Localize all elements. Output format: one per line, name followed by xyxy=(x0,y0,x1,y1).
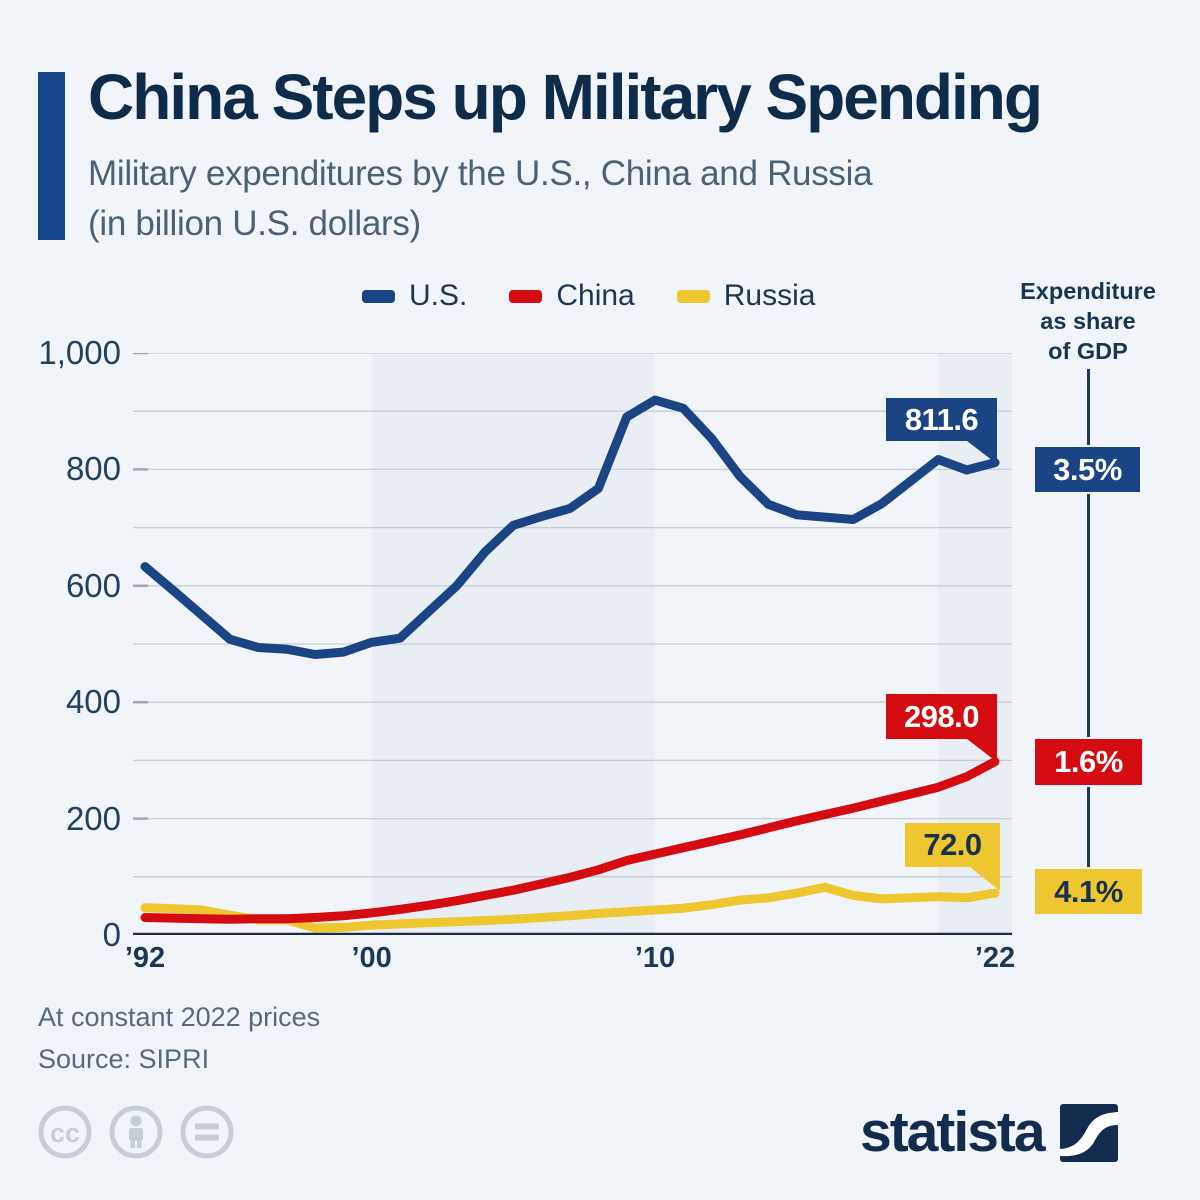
russia-legend-swatch xyxy=(676,289,710,303)
russia-value-badge: 72.0 xyxy=(905,823,1000,891)
legend: U.S. China Russia xyxy=(362,279,815,313)
china-legend-swatch xyxy=(509,289,543,303)
y-axis-label-800: 800 xyxy=(65,450,121,488)
y-axis-label-600: 600 xyxy=(65,566,121,604)
legend-item-china: China xyxy=(509,279,635,313)
china-line xyxy=(140,757,1000,924)
source-note: Source: SIPRI xyxy=(38,1044,210,1074)
cc-license-icons: cc xyxy=(38,1105,234,1159)
china-gdp-share-label: 1.6% xyxy=(1054,744,1123,779)
y-axis-label-400: 400 xyxy=(65,683,121,721)
chart-subtitle-line2: (in billion U.S. dollars) xyxy=(88,204,421,243)
us-legend-label: U.S. xyxy=(409,279,468,312)
x-axis-label-2022: ’22 xyxy=(974,942,1016,974)
us-line xyxy=(140,395,1000,659)
us-value-badge: 811.6 xyxy=(886,398,997,464)
constant-prices-note: At constant 2022 prices xyxy=(38,1002,321,1032)
chart-subtitle-line1: Military expenditures by the U.S., China… xyxy=(88,154,873,193)
legend-item-us: U.S. xyxy=(362,279,467,313)
statista-logo-mark xyxy=(1059,1104,1118,1162)
us-gdp-share-badge: 3.5% xyxy=(1035,447,1140,492)
russia-gdp-share-label: 4.1% xyxy=(1054,873,1123,909)
gdp-heading-line2: as share xyxy=(1040,308,1136,334)
us-gdp-share-label: 3.5% xyxy=(1053,451,1122,487)
us-legend-swatch xyxy=(362,289,395,303)
statista-logo: statista xyxy=(860,1102,1118,1162)
title-accent-bar xyxy=(38,72,65,240)
us-badge-pointer xyxy=(967,441,997,464)
no-derivatives-icon xyxy=(180,1105,234,1159)
gdp-connector-line-middle xyxy=(1087,494,1090,737)
china-legend-label: China xyxy=(556,279,635,312)
legend-item-russia: Russia xyxy=(676,279,816,313)
gdp-connector-line-bottom xyxy=(1087,787,1090,867)
us-value-label: 811.6 xyxy=(904,401,979,437)
y-axis-label-200: 200 xyxy=(65,799,121,837)
y-axis-label-1000: 1,000 xyxy=(38,334,121,371)
russia-value-label: 72.0 xyxy=(923,827,982,862)
y-axis-label-0: 0 xyxy=(102,916,121,953)
chart-title: China Steps up Military Spending xyxy=(88,61,1043,133)
statista-logo-text: statista xyxy=(860,1100,1046,1164)
svg-text:cc: cc xyxy=(50,1118,80,1148)
russia-badge-pointer xyxy=(970,867,1000,891)
china-value-badge: 298.0 xyxy=(886,694,997,762)
gdp-share-heading: Expenditure as share of GDP xyxy=(1013,276,1163,366)
russia-gdp-share-badge: 4.1% xyxy=(1035,869,1142,914)
x-axis-label-1992: ’92 xyxy=(124,942,166,974)
russia-legend-label: Russia xyxy=(723,279,816,312)
cc-icon: cc xyxy=(38,1105,92,1159)
gdp-heading-line1: Expenditure xyxy=(1020,278,1156,304)
gdp-heading-line3: of GDP xyxy=(1048,338,1128,364)
attribution-icon xyxy=(109,1105,163,1159)
line-chart-plot xyxy=(133,351,1012,938)
x-axis-label-2010: ’10 xyxy=(634,942,676,974)
china-value-label: 298.0 xyxy=(903,698,980,734)
gdp-connector-line-top xyxy=(1087,369,1090,445)
china-gdp-share-badge: 1.6% xyxy=(1035,739,1142,785)
x-axis-label-2000: ’00 xyxy=(351,942,392,974)
china-badge-pointer xyxy=(967,739,997,762)
